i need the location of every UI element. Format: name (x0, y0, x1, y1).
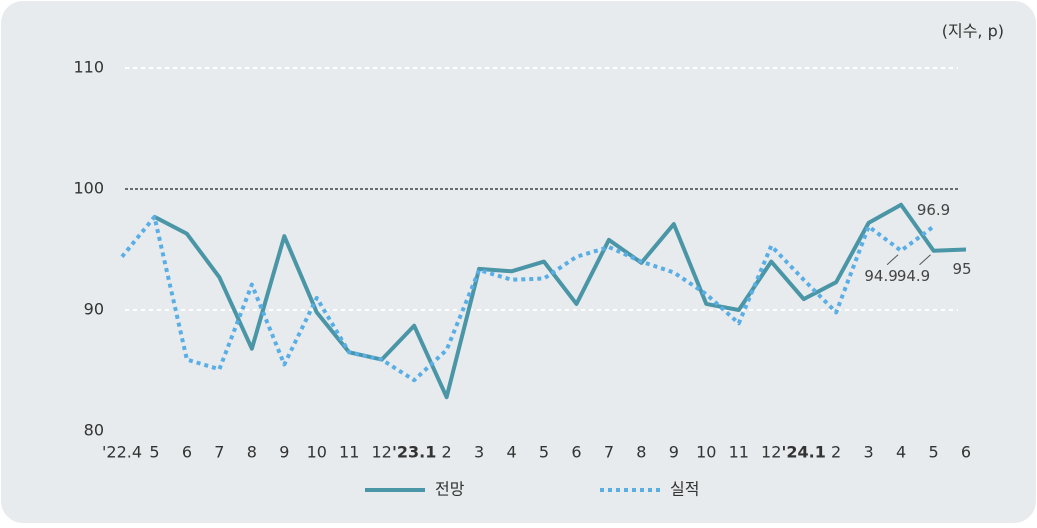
x-tick-label: 5 (928, 443, 938, 462)
series-line (153, 202, 967, 400)
x-tick-label: 7 (214, 443, 224, 462)
y-tick-label: 110 (73, 58, 104, 77)
legend-label: 실적 (670, 480, 699, 499)
series-line (120, 214, 935, 383)
x-tick-label: 3 (864, 443, 874, 462)
data-label: 95 (952, 260, 971, 278)
x-tick-label: 8 (636, 443, 646, 462)
unit-label: (지수, p) (942, 22, 1004, 41)
y-tick-label: 80 (84, 421, 104, 440)
x-tick-label: 10 (696, 443, 716, 462)
x-tick-label: 6 (961, 443, 971, 462)
y-tick-label: 90 (84, 300, 104, 319)
x-tick-label: 7 (604, 443, 614, 462)
data-label: 96.9 (917, 201, 950, 219)
x-tick-label: 12 (761, 443, 781, 462)
x-tick-label: 8 (247, 443, 257, 462)
x-tick-label: 5 (149, 443, 159, 462)
x-tick-label: '24.1 (782, 443, 826, 462)
x-tick-label: 10 (307, 443, 327, 462)
x-tick-label: '23.1 (392, 443, 436, 462)
x-tick-label: 3 (474, 443, 484, 462)
x-tick-label: 9 (669, 443, 679, 462)
y-tick-label: 100 (73, 179, 104, 198)
label-leader (886, 254, 899, 266)
x-tick-label: 2 (442, 443, 452, 462)
x-tick-label: '22.4 (102, 443, 142, 462)
x-tick-label: 11 (729, 443, 749, 462)
x-tick-label: 6 (571, 443, 581, 462)
legend-label: 전망 (435, 480, 465, 499)
x-tick-label: 2 (831, 443, 841, 462)
x-tick-label: 11 (339, 443, 359, 462)
label-leader (919, 254, 931, 266)
x-tick-label: 4 (896, 443, 906, 462)
x-tick-label: 4 (506, 443, 516, 462)
data-label: 94.9 (897, 267, 930, 285)
data-label: 94.9 (864, 267, 897, 285)
x-tick-label: 12 (372, 443, 392, 462)
x-tick-label: 9 (279, 443, 289, 462)
x-tick-label: 6 (182, 443, 192, 462)
x-tick-label: 5 (539, 443, 549, 462)
